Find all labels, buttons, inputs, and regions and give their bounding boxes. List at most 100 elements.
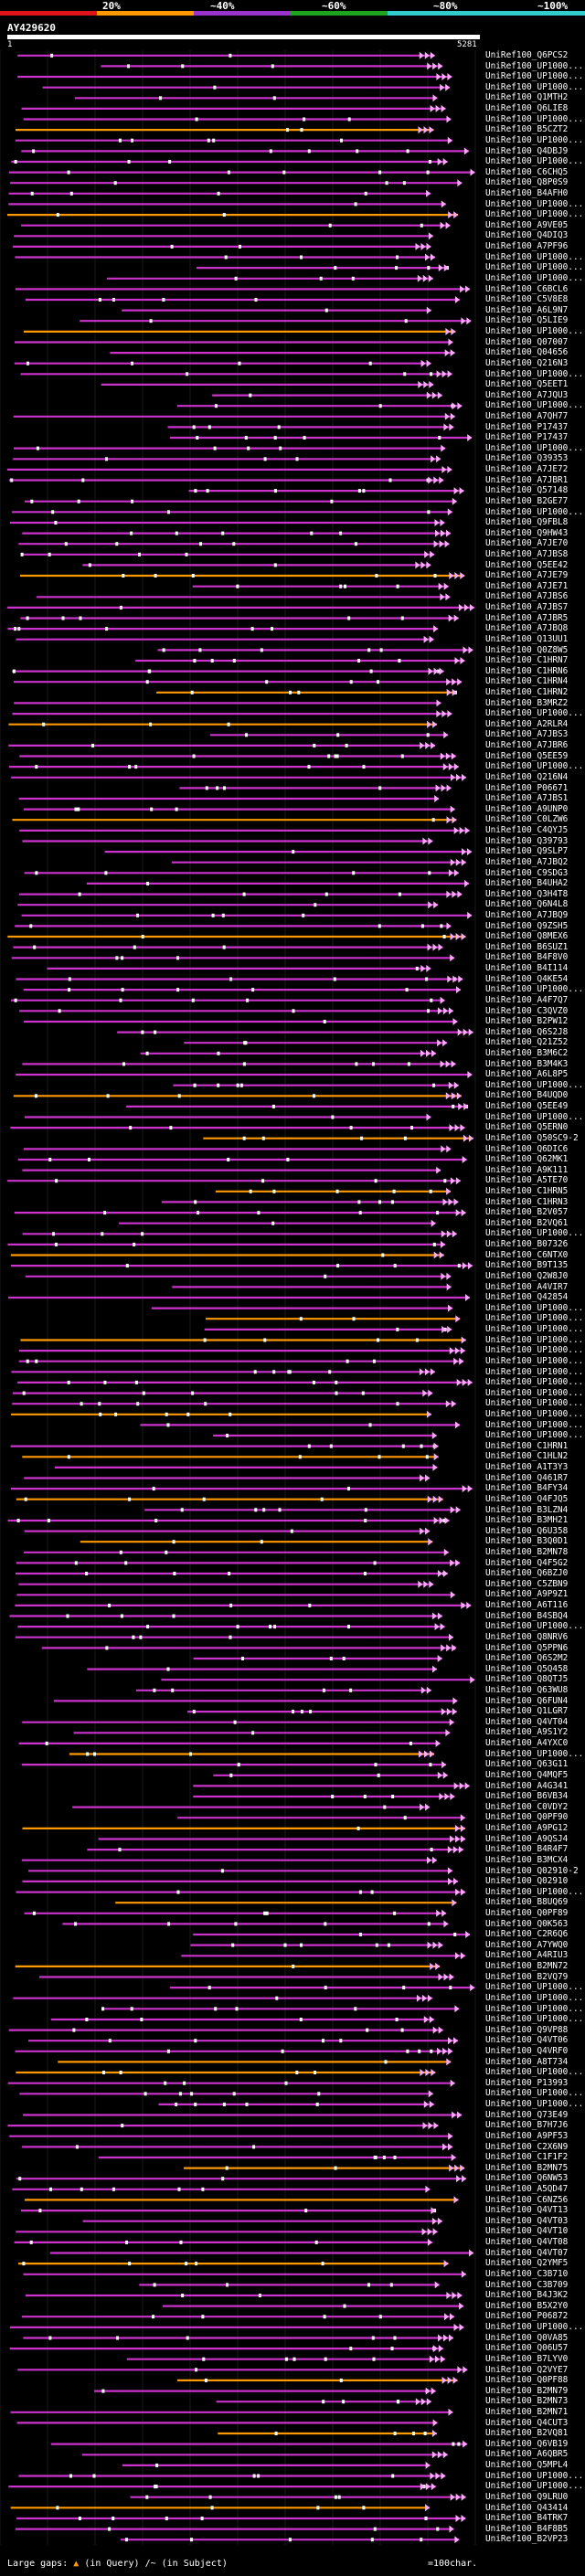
hit-label[interactable]: UniRef100_Q4VT04 — [485, 1716, 569, 1727]
hit-label[interactable]: UniRef100_UP1000... — [485, 2014, 584, 2025]
hit-label[interactable]: UniRef100_Q63G11 — [485, 1759, 569, 1770]
hit-label[interactable]: UniRef100_UP1000... — [485, 1366, 584, 1377]
hit-label[interactable]: UniRef100_B2MN73 — [485, 2396, 569, 2407]
hit-label[interactable]: UniRef100_Q9HW43 — [485, 527, 569, 538]
hit-label[interactable]: UniRef100_Q6PCS2 — [485, 50, 569, 60]
hit-label[interactable]: UniRef100_Q4KE54 — [485, 973, 569, 984]
hit-label[interactable]: UniRef100_C3QVZ0 — [485, 1005, 569, 1016]
hit-label[interactable]: UniRef100_C0LZW6 — [485, 814, 569, 825]
hit-label[interactable]: UniRef100_A5TE70 — [485, 1175, 569, 1186]
hit-label[interactable]: UniRef100_Q2VYE7 — [485, 2364, 569, 2375]
hit-label[interactable]: UniRef100_Q02910-2 — [485, 1865, 579, 1876]
hit-label[interactable]: UniRef100_A7JE79 — [485, 570, 569, 581]
hit-label[interactable]: UniRef100_P06671 — [485, 782, 569, 793]
hit-label[interactable]: UniRef100_A7YWQ0 — [485, 1939, 569, 1950]
hit-label[interactable]: UniRef100_Q0K563 — [485, 1918, 569, 1929]
hit-label[interactable]: UniRef100_UP1000... — [485, 1886, 584, 1897]
hit-label[interactable]: UniRef100_Q13UU1 — [485, 633, 569, 644]
hit-label[interactable]: UniRef100_A6L8P5 — [485, 1069, 569, 1080]
hit-label[interactable]: UniRef100_B4TRK7 — [485, 2513, 569, 2524]
hit-label[interactable]: UniRef100_UP1000... — [485, 2322, 584, 2333]
hit-label[interactable]: UniRef100_UP1000... — [485, 2088, 584, 2099]
hit-label[interactable]: UniRef100_Q0PF90 — [485, 1812, 569, 1823]
hit-label[interactable]: UniRef100_C1HRN5 — [485, 1186, 569, 1197]
hit-label[interactable]: UniRef100_C6NTX0 — [485, 1249, 569, 1260]
hit-label[interactable]: UniRef100_B7LYV0 — [485, 2353, 569, 2364]
hit-label[interactable]: UniRef100_B2V057 — [485, 1207, 569, 1218]
hit-label[interactable]: UniRef100_Q73E49 — [485, 2109, 569, 2120]
hit-label[interactable]: UniRef100_Q4VT08 — [485, 2237, 569, 2248]
hit-label[interactable]: UniRef100_P13993 — [485, 2077, 569, 2088]
hit-label[interactable]: UniRef100_Q0PF89 — [485, 1907, 569, 1918]
hit-label[interactable]: UniRef100_UP1000... — [485, 1621, 584, 1632]
hit-label[interactable]: UniRef100_A7JBS3 — [485, 729, 569, 740]
hit-label[interactable]: UniRef100_UP1000... — [485, 1355, 584, 1366]
hit-label[interactable]: UniRef100_Q461R7 — [485, 1472, 569, 1483]
hit-label[interactable]: UniRef100_B2PW12 — [485, 1016, 569, 1027]
hit-label[interactable]: UniRef100_Q4FJQ5 — [485, 1493, 569, 1504]
hit-label[interactable]: UniRef100_Q4VT10 — [485, 2226, 569, 2237]
hit-label[interactable]: UniRef100_Q0PF88 — [485, 2375, 569, 2386]
hit-label[interactable]: UniRef100_UP1000... — [485, 81, 584, 92]
hit-label[interactable]: UniRef100_A4G341 — [485, 1780, 569, 1791]
hit-label[interactable]: UniRef100_Q5EET1 — [485, 379, 569, 390]
hit-label[interactable]: UniRef100_Q4VT03 — [485, 2215, 569, 2226]
hit-label[interactable]: UniRef100_Q42854 — [485, 1292, 569, 1303]
hit-label[interactable]: UniRef100_A7JBS6 — [485, 591, 569, 602]
hit-label[interactable]: UniRef100_UP1000... — [485, 1334, 584, 1345]
hit-label[interactable]: UniRef100_A8T734 — [485, 2056, 569, 2067]
hit-label[interactable]: UniRef100_Q5EE49 — [485, 1101, 569, 1112]
hit-label[interactable]: UniRef100_Q4DIQ3 — [485, 230, 569, 241]
hit-label[interactable]: UniRef100_UP1000... — [485, 1324, 584, 1335]
hit-label[interactable]: UniRef100_Q07007 — [485, 336, 569, 347]
hit-label[interactable]: UniRef100_UP1000... — [485, 2099, 584, 2110]
hit-label[interactable]: UniRef100_B4R4F7 — [485, 1844, 569, 1855]
hit-label[interactable]: UniRef100_B9T135 — [485, 1260, 569, 1271]
hit-label[interactable]: UniRef100_B3M4K3 — [485, 1058, 569, 1069]
hit-label[interactable]: UniRef100_C6BCL6 — [485, 283, 569, 294]
hit-label[interactable]: UniRef100_C6NZ56 — [485, 2194, 569, 2205]
hit-label[interactable]: UniRef100_B2MN71 — [485, 2406, 569, 2417]
hit-label[interactable]: UniRef100_Q43414 — [485, 2502, 569, 2513]
hit-label[interactable]: UniRef100_UP1000... — [485, 1111, 584, 1122]
hit-label[interactable]: UniRef100_C1HRN1 — [485, 1440, 569, 1451]
hit-label[interactable]: UniRef100_UP1000... — [485, 262, 584, 273]
hit-label[interactable]: UniRef100_B6SUZ1 — [485, 941, 569, 952]
hit-label[interactable]: UniRef100_A9QSJ4 — [485, 1833, 569, 1844]
hit-label[interactable]: UniRef100_Q3H4T8 — [485, 888, 569, 899]
hit-label[interactable]: UniRef100_A7JBQ9 — [485, 909, 569, 920]
hit-label[interactable]: UniRef100_Q6LIE8 — [485, 103, 569, 114]
hit-label[interactable]: UniRef100_A7JE72 — [485, 464, 569, 475]
hit-label[interactable]: UniRef100_B2MN75 — [485, 2162, 569, 2173]
hit-label[interactable]: UniRef100_Q8P0S9 — [485, 177, 569, 188]
hit-label[interactable]: UniRef100_B4F8B5 — [485, 2523, 569, 2534]
hit-label[interactable]: UniRef100_B5X2Y0 — [485, 2300, 569, 2311]
hit-label[interactable]: UniRef100_UP1000... — [485, 506, 584, 517]
hit-label[interactable]: UniRef100_Q5LIE9 — [485, 315, 569, 326]
hit-label[interactable]: UniRef100_P17437 — [485, 432, 569, 443]
hit-label[interactable]: UniRef100_C1HRN4 — [485, 676, 569, 687]
hit-label[interactable]: UniRef100_UP1000... — [485, 1387, 584, 1398]
hit-label[interactable]: UniRef100_Q8NRV6 — [485, 1631, 569, 1642]
hit-label[interactable]: UniRef100_B4UHA2 — [485, 878, 569, 889]
hit-label[interactable]: UniRef100_A9P9Z1 — [485, 1589, 569, 1600]
hit-label[interactable]: UniRef100_B2GE77 — [485, 495, 569, 506]
hit-label[interactable]: UniRef100_B2VQ61 — [485, 1217, 569, 1228]
hit-label[interactable]: UniRef100_Q21Z52 — [485, 1037, 569, 1048]
hit-label[interactable]: UniRef100_B07326 — [485, 1239, 569, 1250]
hit-label[interactable]: UniRef100_UP1000... — [485, 2067, 584, 2078]
hit-label[interactable]: UniRef100_Q4DBJ9 — [485, 145, 569, 156]
hit-label[interactable]: UniRef100_UP1000... — [485, 761, 584, 772]
hit-label[interactable]: UniRef100_B6VB34 — [485, 1791, 569, 1802]
hit-label[interactable]: UniRef100_C9SDG3 — [485, 867, 569, 878]
hit-label[interactable]: UniRef100_UP1000... — [485, 209, 584, 220]
hit-label[interactable]: UniRef100_UP1000... — [485, 71, 584, 82]
hit-label[interactable]: UniRef100_Q39793 — [485, 835, 569, 846]
hit-label[interactable]: UniRef100_P06872 — [485, 2311, 569, 2322]
hit-label[interactable]: UniRef100_A4RIU3 — [485, 1950, 569, 1961]
hit-label[interactable]: UniRef100_UP1000... — [485, 134, 584, 145]
hit-label[interactable]: UniRef100_C1HRN2 — [485, 687, 569, 698]
hit-label[interactable]: UniRef100_C4QYJ5 — [485, 825, 569, 836]
hit-label[interactable]: UniRef100_UP1000... — [485, 2481, 584, 2492]
hit-label[interactable]: UniRef100_Q9VP88 — [485, 2024, 569, 2035]
